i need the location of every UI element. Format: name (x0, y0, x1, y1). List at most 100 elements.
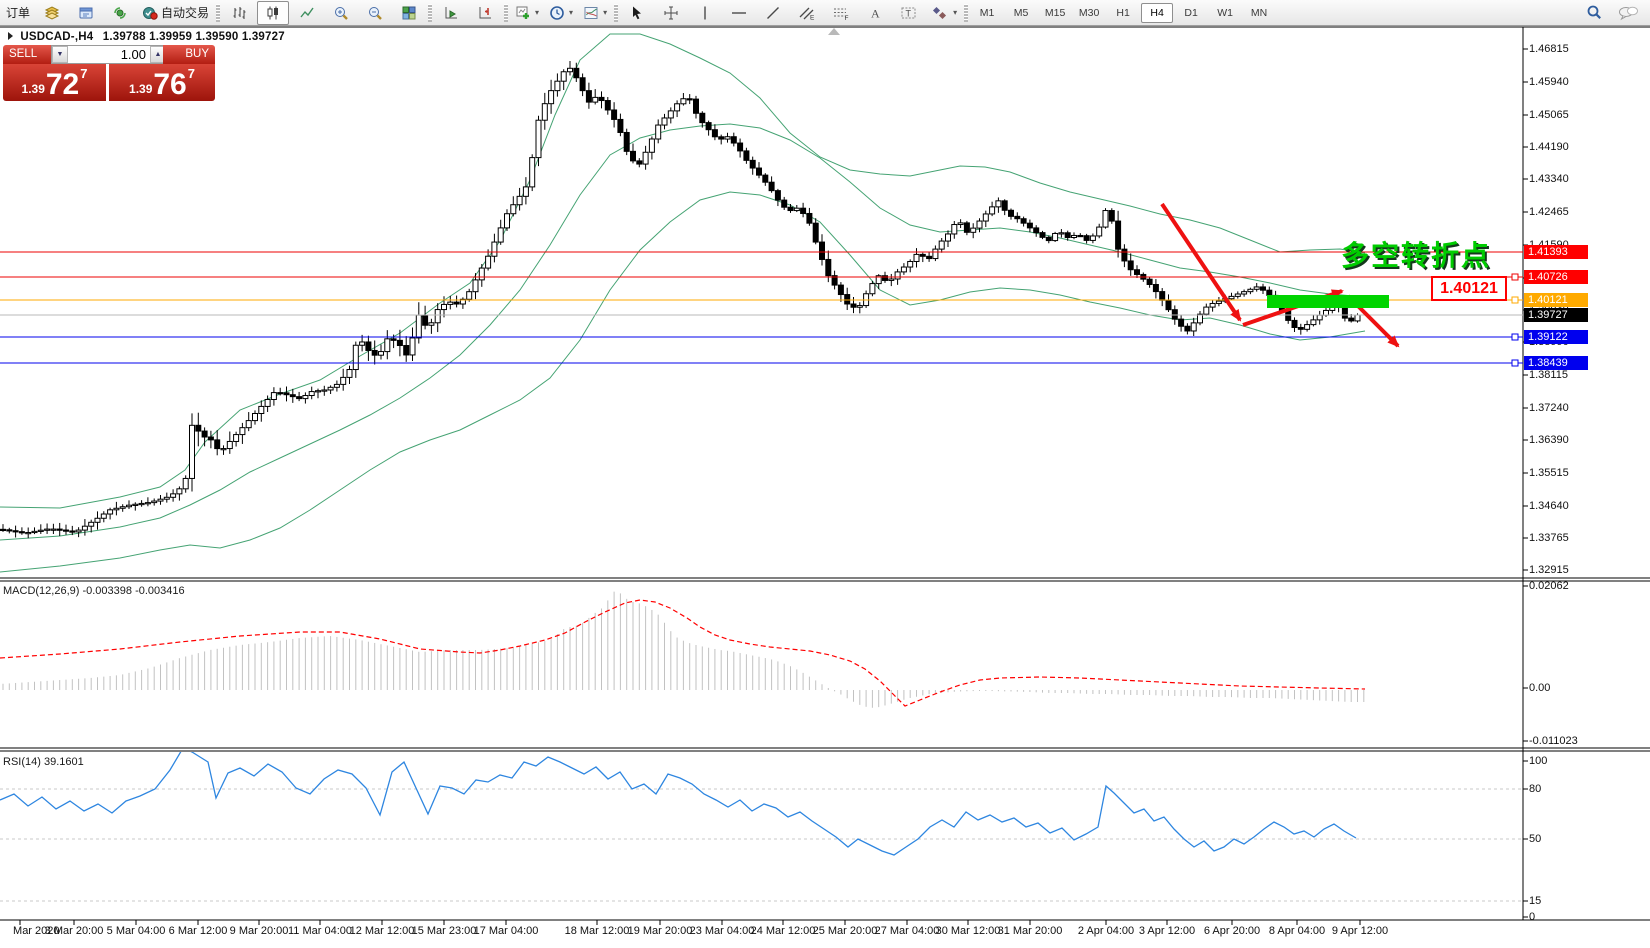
sell-button[interactable]: SELL (3, 45, 55, 64)
navigator-button[interactable] (104, 1, 136, 25)
symbol-ohlc: 1.39788 1.39959 1.39590 1.39727 (102, 31, 285, 43)
price-tick-label: 1.45940 (1529, 76, 1569, 88)
time-tick-label: 27 Mar 04:00 (874, 925, 940, 937)
one-click-trading-panel: SELL ▼ ▲ BUY 1.39 72 7 1.39 76 7 (3, 45, 215, 101)
arrows-tool-button[interactable]: ▾ (927, 1, 961, 25)
vertical-line-tool-button[interactable] (689, 1, 721, 25)
symbol-icon (8, 32, 13, 40)
one-click-row: SELL ▼ ▲ BUY (3, 45, 215, 64)
market-watch-button[interactable] (36, 1, 68, 25)
price-tick-label: 1.43340 (1529, 173, 1569, 185)
autotrading-label: 自动交易 (161, 6, 210, 20)
macd-tick-label: 0.02062 (1529, 580, 1569, 592)
toolbar-grip (504, 3, 509, 22)
chevron-down-icon: ▾ (953, 8, 958, 17)
sell-price-small: 1.39 (21, 82, 45, 96)
tile-windows-button[interactable] (393, 1, 425, 25)
timeframe-button-h1[interactable]: H1 (1116, 6, 1130, 19)
time-tick-label: 12 Mar 12:00 (349, 925, 415, 937)
horizontal-line-tool-button[interactable] (723, 1, 755, 25)
auto-scroll-button[interactable] (435, 1, 467, 25)
svg-text:T: T (906, 8, 912, 18)
rsi-tick-label: 0 (1529, 911, 1536, 923)
arrows-icon (933, 6, 947, 19)
time-tick-label: 8 Apr 04:00 (1268, 925, 1326, 937)
time-tick-label: 30 Mar 12:00 (935, 925, 1001, 937)
data-window-button[interactable] (70, 1, 102, 25)
trendline-tool-button[interactable] (757, 1, 789, 25)
search-icon (1587, 5, 1601, 19)
indicators-icon (584, 6, 598, 19)
text-label-tool-button[interactable]: T (893, 1, 925, 25)
text-tool-button[interactable]: A (859, 1, 891, 25)
main-chart-pane[interactable] (0, 28, 1523, 577)
timeframe-button-h4[interactable]: H4 (1141, 2, 1174, 23)
zoom-out-icon (369, 6, 382, 20)
timeframe-button-d1[interactable]: D1 (1184, 6, 1198, 19)
macd-tick-label: 0.00 (1529, 682, 1551, 694)
panel-toggle-icon[interactable] (828, 28, 840, 35)
price-level-label: 1.40726 (1524, 270, 1588, 284)
macd-title: MACD(12,26,9) -0.003398 -0.003416 (3, 585, 185, 597)
timeframe-button-m30[interactable]: M30 (1078, 6, 1100, 19)
trend-annotation-text[interactable]: 多空转折点 (1341, 240, 1492, 271)
cursor-tool-button[interactable] (621, 1, 653, 25)
toolbar-grip (964, 3, 969, 22)
indicators-button[interactable]: ▾ (579, 1, 611, 25)
time-tick-label: 18 Mar 12:00 (564, 925, 630, 937)
sell-price-big: 72 (45, 68, 80, 101)
candlestick-chart-icon (267, 6, 279, 19)
timeframe-button-m1[interactable]: M1 (979, 6, 995, 19)
buy-price-sup: 7 (187, 66, 195, 81)
timeframe-button-m5[interactable]: M5 (1013, 6, 1029, 19)
buy-button[interactable]: BUY (163, 45, 215, 64)
time-tick-label: 31 Mar 20:00 (997, 925, 1063, 937)
line-chart-icon (300, 7, 314, 17)
toolbar-grip (428, 3, 433, 22)
zoom-out-button[interactable] (359, 1, 391, 25)
time-tick-label: 24 Mar 12:00 (750, 925, 816, 937)
search-button[interactable] (1578, 1, 1610, 25)
auto-scroll-icon (445, 6, 458, 18)
volume-down-button[interactable]: ▼ (52, 46, 68, 63)
macd-pane[interactable] (0, 582, 1523, 747)
new-chart-button[interactable]: ▾ (511, 1, 543, 25)
time-tick-label: 6 Apr 20:00 (1203, 925, 1261, 937)
chat-button[interactable] (1612, 1, 1644, 25)
macd-tick-label: -0.011023 (1529, 735, 1578, 747)
rsi-title: RSI(14) 39.1601 (3, 756, 84, 768)
buy-price-small: 1.39 (129, 82, 153, 96)
chart-shift-button[interactable] (469, 1, 501, 25)
data-window-icon (79, 7, 93, 18)
price-tick-label: 1.46815 (1529, 43, 1569, 55)
crosshair-icon (664, 6, 678, 19)
candlestick-chart-button[interactable] (257, 0, 290, 25)
timeframe-button-w1[interactable]: W1 (1217, 6, 1233, 19)
buy-price-button[interactable]: 1.39 76 7 (109, 64, 215, 101)
price-tick-label: 1.38115 (1529, 369, 1568, 381)
sell-price-button[interactable]: 1.39 72 7 (3, 64, 106, 101)
line-chart-button[interactable] (291, 1, 323, 25)
autotrading-button[interactable]: 自动交易 (138, 1, 213, 25)
volume-widget: ▼ ▲ (51, 45, 167, 64)
price-level-label: 1.39122 (1524, 330, 1588, 344)
channel-tool-button[interactable]: E (791, 1, 823, 25)
price-callout-box[interactable]: 1.40121 (1431, 276, 1507, 301)
zoom-in-button[interactable] (325, 1, 357, 25)
bar-chart-button[interactable] (223, 1, 255, 25)
rsi-pane[interactable] (0, 752, 1523, 919)
profiles-button[interactable]: ▾ (545, 1, 577, 25)
new-order-button[interactable]: 订单 (2, 1, 34, 25)
fibonacci-tool-button[interactable]: F (825, 1, 857, 25)
crosshair-tool-button[interactable] (655, 1, 687, 25)
time-tick-label: 25 Mar 20:00 (812, 925, 878, 937)
market-watch-icon (44, 5, 60, 20)
time-tick-label: 11 Mar 04:00 (287, 925, 353, 937)
time-tick-label: 9 Apr 12:00 (1331, 925, 1389, 937)
volume-input[interactable] (68, 46, 150, 63)
time-tick-label: 6 Mar 12:00 (168, 925, 228, 937)
vertical-line-icon (704, 6, 706, 19)
navigator-icon (114, 6, 126, 19)
timeframe-button-mn[interactable]: MN (1250, 6, 1268, 19)
timeframe-button-m15[interactable]: M15 (1044, 6, 1066, 19)
